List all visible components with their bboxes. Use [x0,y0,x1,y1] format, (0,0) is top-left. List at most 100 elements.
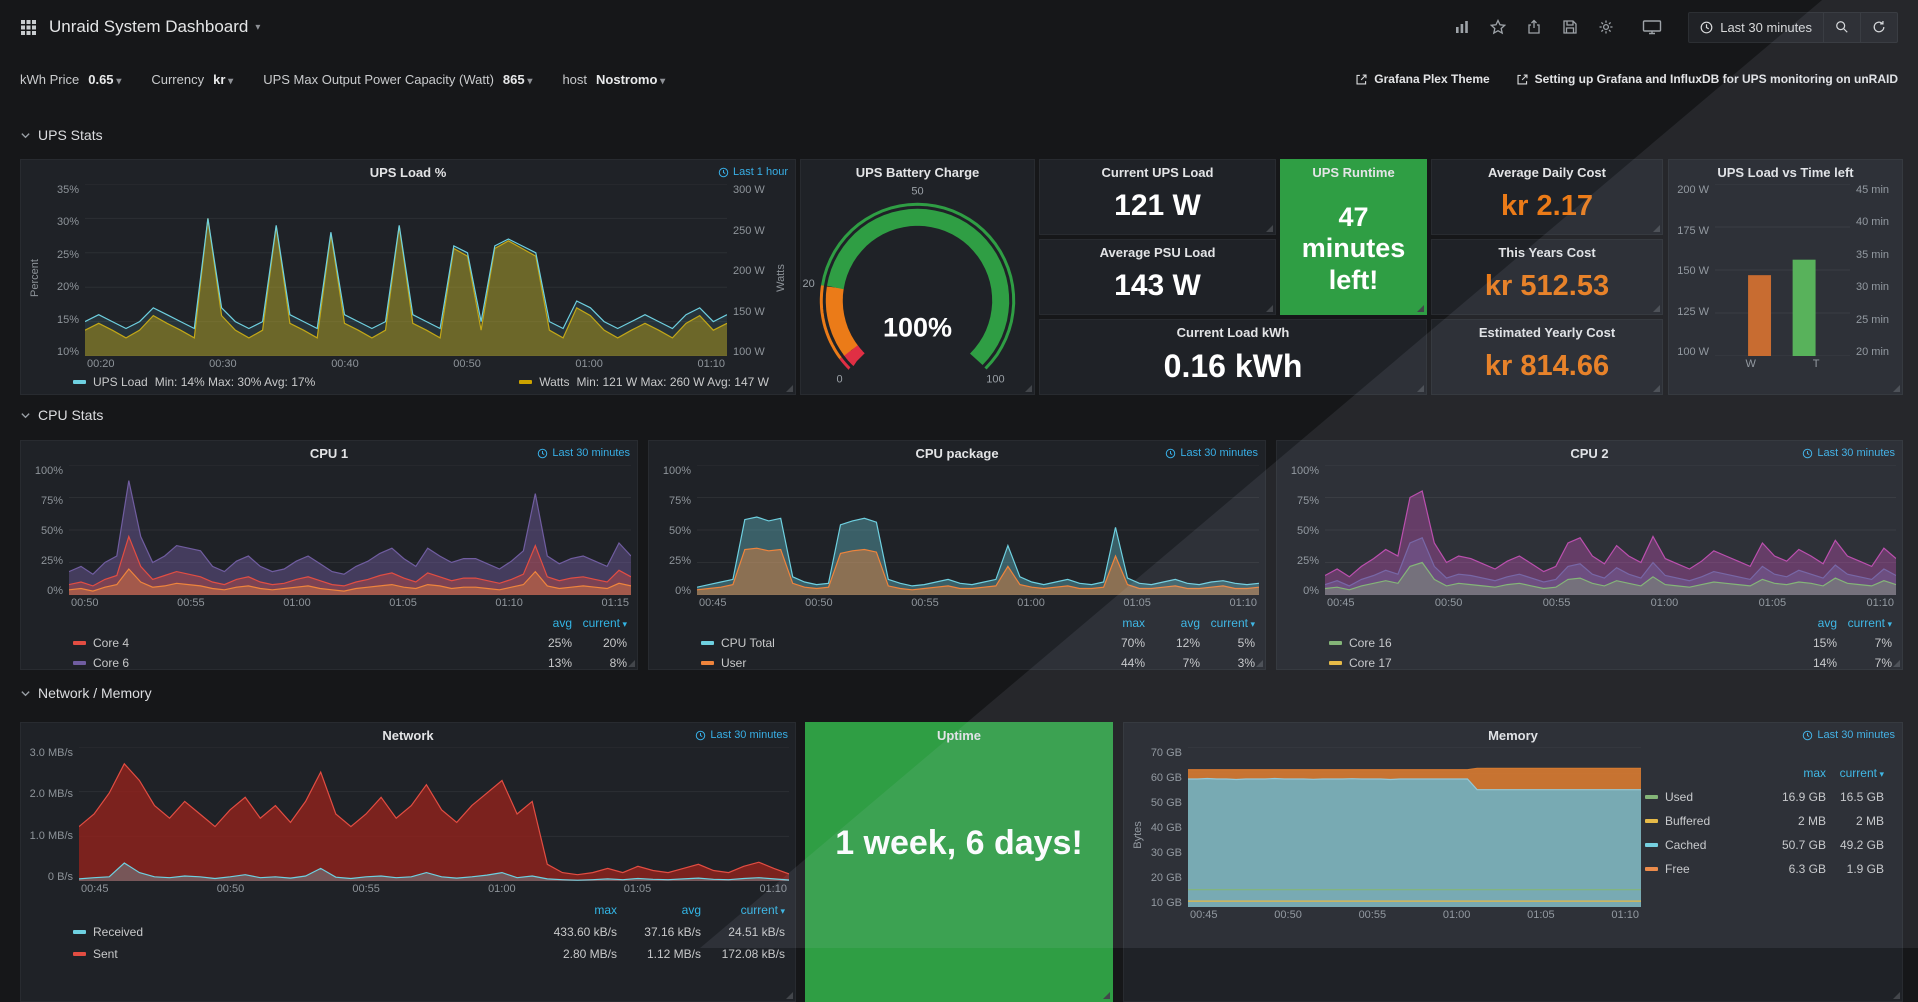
legend-col-avg[interactable]: avg [1180,616,1200,630]
variable-value[interactable]: 0.65 [88,72,121,87]
legend-col-max[interactable]: max [1803,766,1826,780]
svg-text:100%: 100% [883,312,952,342]
legend-value: 15% [1812,636,1837,650]
panel-title[interactable]: CPU 2 [1570,445,1609,461]
series-name[interactable]: Received [93,925,144,939]
legend-col-current[interactable]: current [701,903,785,917]
chart-canvas[interactable]: 00:20 00:30 00:40 00:50 01:00 01:10 [85,184,727,372]
loadtime-chart[interactable] [1715,184,1850,356]
legend-col-avg[interactable]: avg [681,903,701,917]
link-grafana-plex-theme[interactable]: Grafana Plex Theme [1355,72,1490,86]
legend-item[interactable]: Watts Min: 121 W Max: 260 W Avg: 147 W [519,375,769,389]
series-name[interactable]: CPU Total [721,636,775,650]
panel-title[interactable]: Estimated Yearly Cost [1478,324,1616,340]
panel-title[interactable]: UPS Battery Charge [855,164,980,180]
panel-title[interactable]: CPU package [915,445,999,461]
legend-col-max[interactable]: max [1122,616,1145,630]
time-range-picker[interactable]: Last 30 minutes [1689,13,1823,42]
bar-chart-icon[interactable] [1454,19,1470,35]
row-header-cpu-stats[interactable]: CPU Stats [20,404,103,426]
axis-tick: 40 min [1856,216,1890,229]
series-name[interactable]: Free [1665,862,1690,876]
save-icon[interactable] [1562,19,1578,35]
panel-title[interactable]: Uptime [936,727,982,743]
row-header-network-memory[interactable]: Network / Memory [20,682,152,704]
variable-value[interactable]: Nostromo [596,72,665,87]
legend-swatch [1645,843,1658,847]
legend-col-avg[interactable]: avg [552,616,572,630]
cycle-view-monitor-icon[interactable] [1642,19,1662,35]
series-name[interactable]: Cached [1665,838,1707,852]
panel-title[interactable]: This Years Cost [1498,244,1596,260]
panel-title[interactable]: Average PSU Load [1099,244,1216,260]
panel-title[interactable]: Network [382,727,434,743]
variable-host[interactable]: host Nostromo [562,72,665,87]
x-axis: 00:20 00:30 00:40 00:50 01:00 01:10 [85,358,727,372]
dashboard-title[interactable]: Unraid System Dashboard [49,17,249,36]
series-name[interactable]: Watts [539,375,570,389]
series-name[interactable]: Used [1665,790,1694,804]
link-grafana-influxdb-guide[interactable]: Setting up Grafana and InfluxDB for UPS … [1516,72,1898,86]
battery-chart[interactable]: 0 20 50 100 100% [801,184,1034,392]
legend-col-current[interactable]: current [572,616,627,630]
axis-tick: 01:10 [759,883,787,895]
axis-tick: 25 min [1856,313,1890,326]
star-icon[interactable] [1490,19,1507,35]
legend-item[interactable]: UPS Load Min: 14% Max: 30% Avg: 17% [73,375,315,389]
panel-title[interactable]: CPU 1 [309,445,349,461]
panel-title[interactable]: UPS Load % [369,164,447,180]
chart-canvas[interactable]: 00:45 00:50 00:55 01:00 01:05 01:10 [1325,465,1896,611]
chart-canvas[interactable]: 00:45 00:50 00:55 01:00 01:05 01:10 [1188,747,1641,923]
variable-kwh-price[interactable]: kWh Price 0.65 [20,72,121,87]
cpupkg-chart[interactable] [697,465,1259,595]
legend-col-current[interactable]: current [1826,766,1884,780]
refresh-icon[interactable] [1860,12,1897,42]
axis-tick: 00:55 [1358,909,1387,921]
series-name[interactable]: UPS Load [93,375,148,389]
row-header-ups-stats[interactable]: UPS Stats [20,124,103,146]
cpu2-chart[interactable] [1325,465,1896,595]
series-name[interactable]: Core 16 [1349,636,1392,650]
chart-canvas[interactable]: 00:45 00:50 00:55 01:00 01:05 01:10 [79,747,789,897]
axis-tick: 01:00 [1017,597,1045,609]
ups-chart[interactable] [85,184,727,356]
zoom-out-icon[interactable] [1823,12,1860,42]
mem-chart[interactable] [1188,747,1641,907]
panel-title[interactable]: Current Load kWh [1176,324,1290,340]
chart-canvas[interactable]: 00:45 00:50 00:55 01:00 01:05 01:10 [697,465,1259,611]
series-name[interactable]: Buffered [1665,814,1711,828]
legend-col-current[interactable]: current [1200,616,1255,630]
legend-col-current[interactable]: current [1837,616,1892,630]
series-name[interactable]: Core 17 [1349,656,1392,670]
legend-value: 70% [1120,636,1145,650]
axis-tick: 30 min [1856,281,1890,294]
dashboard-grid-icon[interactable] [20,19,37,36]
axis-tick: 150 W [1677,265,1709,277]
panel-title[interactable]: Memory [1488,727,1538,743]
legend-swatch [1645,819,1658,823]
axis-tick: 0% [47,585,63,597]
panel-title[interactable]: Current UPS Load [1101,164,1214,180]
panel-title[interactable]: UPS Load vs Time left [1717,164,1854,180]
axis-tick: 10% [56,345,79,358]
panel-title[interactable]: UPS Runtime [1312,164,1395,180]
series-name[interactable]: Core 6 [93,656,130,670]
legend-col-avg[interactable]: avg [1817,616,1837,630]
variable-ups-max-output[interactable]: UPS Max Output Power Capacity (Watt) 865 [263,72,532,87]
axis-tick: 01:05 [623,883,652,895]
chart-canvas[interactable]: 00:50 00:55 01:00 01:05 01:10 01:15 [69,465,631,611]
battery-gauge[interactable]: 0 20 50 100 100% [801,184,1034,392]
net-chart[interactable] [79,747,789,881]
series-name[interactable]: Sent [93,947,118,961]
share-icon[interactable] [1526,19,1542,35]
series-name[interactable]: Core 4 [93,636,130,650]
cpu1-chart[interactable] [69,465,631,595]
legend-col-max[interactable]: max [594,903,617,917]
variable-value[interactable]: kr [213,72,233,87]
variable-currency[interactable]: Currency kr [151,72,233,87]
series-name[interactable]: User [721,656,747,670]
variable-value[interactable]: 865 [503,72,533,87]
gear-icon[interactable] [1598,19,1614,35]
panel-title[interactable]: Average Daily Cost [1487,164,1606,180]
